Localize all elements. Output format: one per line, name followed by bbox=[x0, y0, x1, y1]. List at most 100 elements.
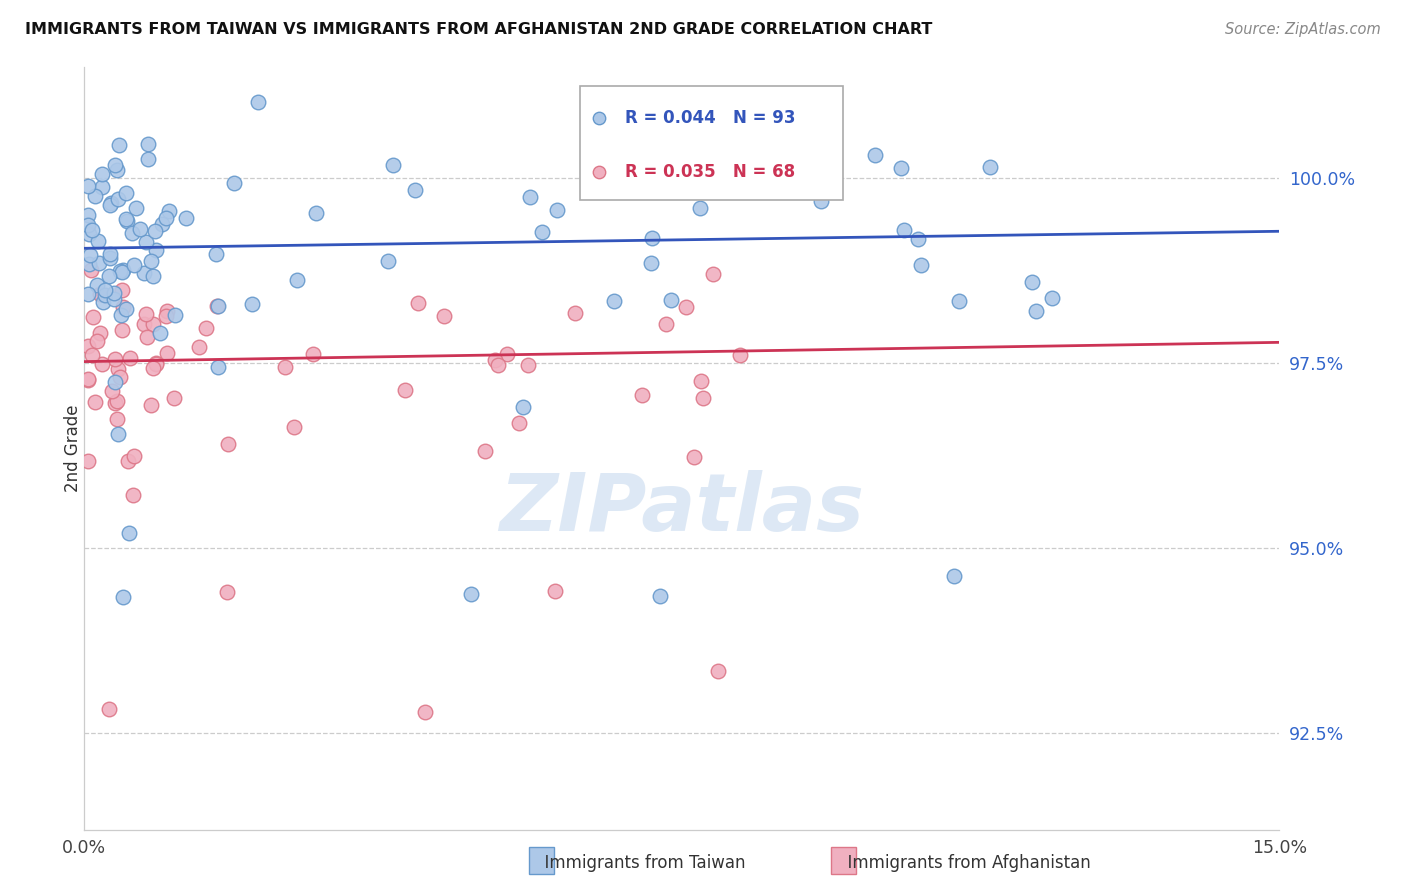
Point bbox=[810, 194, 832, 208]
Point bbox=[659, 293, 682, 308]
Point bbox=[84, 394, 107, 409]
Point bbox=[689, 374, 711, 388]
Point bbox=[377, 253, 399, 268]
Point bbox=[157, 203, 180, 218]
Point bbox=[87, 255, 110, 269]
Point bbox=[381, 158, 404, 172]
Point bbox=[103, 285, 125, 300]
Point bbox=[87, 234, 110, 248]
Point bbox=[531, 225, 554, 239]
Point bbox=[77, 453, 100, 467]
Point bbox=[80, 348, 103, 362]
Point bbox=[108, 264, 131, 278]
Point bbox=[145, 243, 167, 257]
Point bbox=[107, 361, 129, 376]
Point bbox=[512, 401, 534, 415]
Point bbox=[77, 227, 100, 241]
Point bbox=[91, 167, 114, 181]
Point bbox=[655, 317, 678, 331]
Text: Immigrants from Afghanistan: Immigrants from Afghanistan bbox=[837, 855, 1090, 872]
Point bbox=[979, 160, 1001, 174]
FancyBboxPatch shape bbox=[831, 847, 856, 874]
Point bbox=[648, 589, 671, 603]
Point bbox=[486, 358, 509, 372]
Point bbox=[97, 269, 120, 284]
Point bbox=[508, 416, 530, 430]
Point bbox=[948, 294, 970, 309]
Point bbox=[195, 321, 218, 335]
Point bbox=[404, 183, 426, 197]
Point bbox=[707, 664, 730, 678]
Point bbox=[86, 334, 108, 348]
Point bbox=[122, 449, 145, 463]
Point bbox=[302, 346, 325, 360]
Point bbox=[118, 525, 141, 540]
Point bbox=[174, 211, 197, 226]
Point bbox=[98, 251, 121, 265]
Point bbox=[689, 201, 711, 215]
Point bbox=[603, 293, 626, 308]
Point bbox=[104, 396, 127, 410]
Point bbox=[1021, 276, 1043, 290]
Point bbox=[89, 287, 111, 301]
Point bbox=[433, 310, 456, 324]
Point bbox=[129, 221, 152, 235]
Point bbox=[107, 193, 129, 207]
Point bbox=[77, 178, 100, 193]
Text: Source: ZipAtlas.com: Source: ZipAtlas.com bbox=[1225, 22, 1381, 37]
Point bbox=[114, 301, 136, 316]
Point bbox=[142, 318, 165, 332]
Point bbox=[406, 295, 429, 310]
Text: IMMIGRANTS FROM TAIWAN VS IMMIGRANTS FROM AFGHANISTAN 2ND GRADE CORRELATION CHAR: IMMIGRANTS FROM TAIWAN VS IMMIGRANTS FRO… bbox=[25, 22, 932, 37]
Point bbox=[863, 148, 886, 162]
Point bbox=[122, 488, 145, 502]
Point bbox=[107, 138, 129, 153]
Point bbox=[675, 300, 697, 314]
Point bbox=[89, 326, 111, 341]
Point bbox=[149, 326, 172, 341]
Point bbox=[90, 179, 112, 194]
Point bbox=[205, 247, 228, 261]
Point bbox=[135, 307, 157, 321]
Point bbox=[111, 323, 134, 337]
Point bbox=[105, 162, 128, 177]
Point bbox=[546, 202, 568, 217]
Point bbox=[105, 411, 128, 425]
Point bbox=[890, 161, 912, 175]
Point bbox=[111, 284, 134, 298]
Point bbox=[910, 258, 932, 272]
Point bbox=[100, 196, 122, 211]
Point bbox=[640, 256, 662, 270]
Point bbox=[91, 357, 114, 371]
Point bbox=[82, 310, 104, 324]
Point bbox=[145, 356, 167, 370]
Point bbox=[682, 450, 704, 464]
Point bbox=[728, 348, 751, 362]
Point bbox=[136, 137, 159, 152]
Point bbox=[893, 222, 915, 236]
Point bbox=[207, 299, 229, 313]
Point bbox=[564, 306, 586, 320]
Point bbox=[94, 283, 117, 297]
Point bbox=[139, 253, 162, 268]
Point bbox=[98, 198, 121, 212]
Point bbox=[217, 437, 239, 451]
Point bbox=[135, 235, 157, 249]
Point bbox=[165, 309, 187, 323]
Point bbox=[907, 232, 929, 246]
Point bbox=[460, 587, 482, 601]
Point bbox=[285, 273, 308, 287]
Point bbox=[145, 357, 167, 371]
Y-axis label: 2nd Grade: 2nd Grade bbox=[65, 404, 82, 492]
Point bbox=[98, 701, 121, 715]
Point bbox=[132, 266, 155, 280]
Point bbox=[143, 224, 166, 238]
Point bbox=[1040, 292, 1063, 306]
Point bbox=[240, 296, 263, 310]
Point bbox=[80, 262, 103, 277]
Point bbox=[111, 265, 134, 279]
Point bbox=[84, 189, 107, 203]
Point bbox=[544, 583, 567, 598]
Point bbox=[519, 190, 541, 204]
Point bbox=[132, 318, 155, 332]
